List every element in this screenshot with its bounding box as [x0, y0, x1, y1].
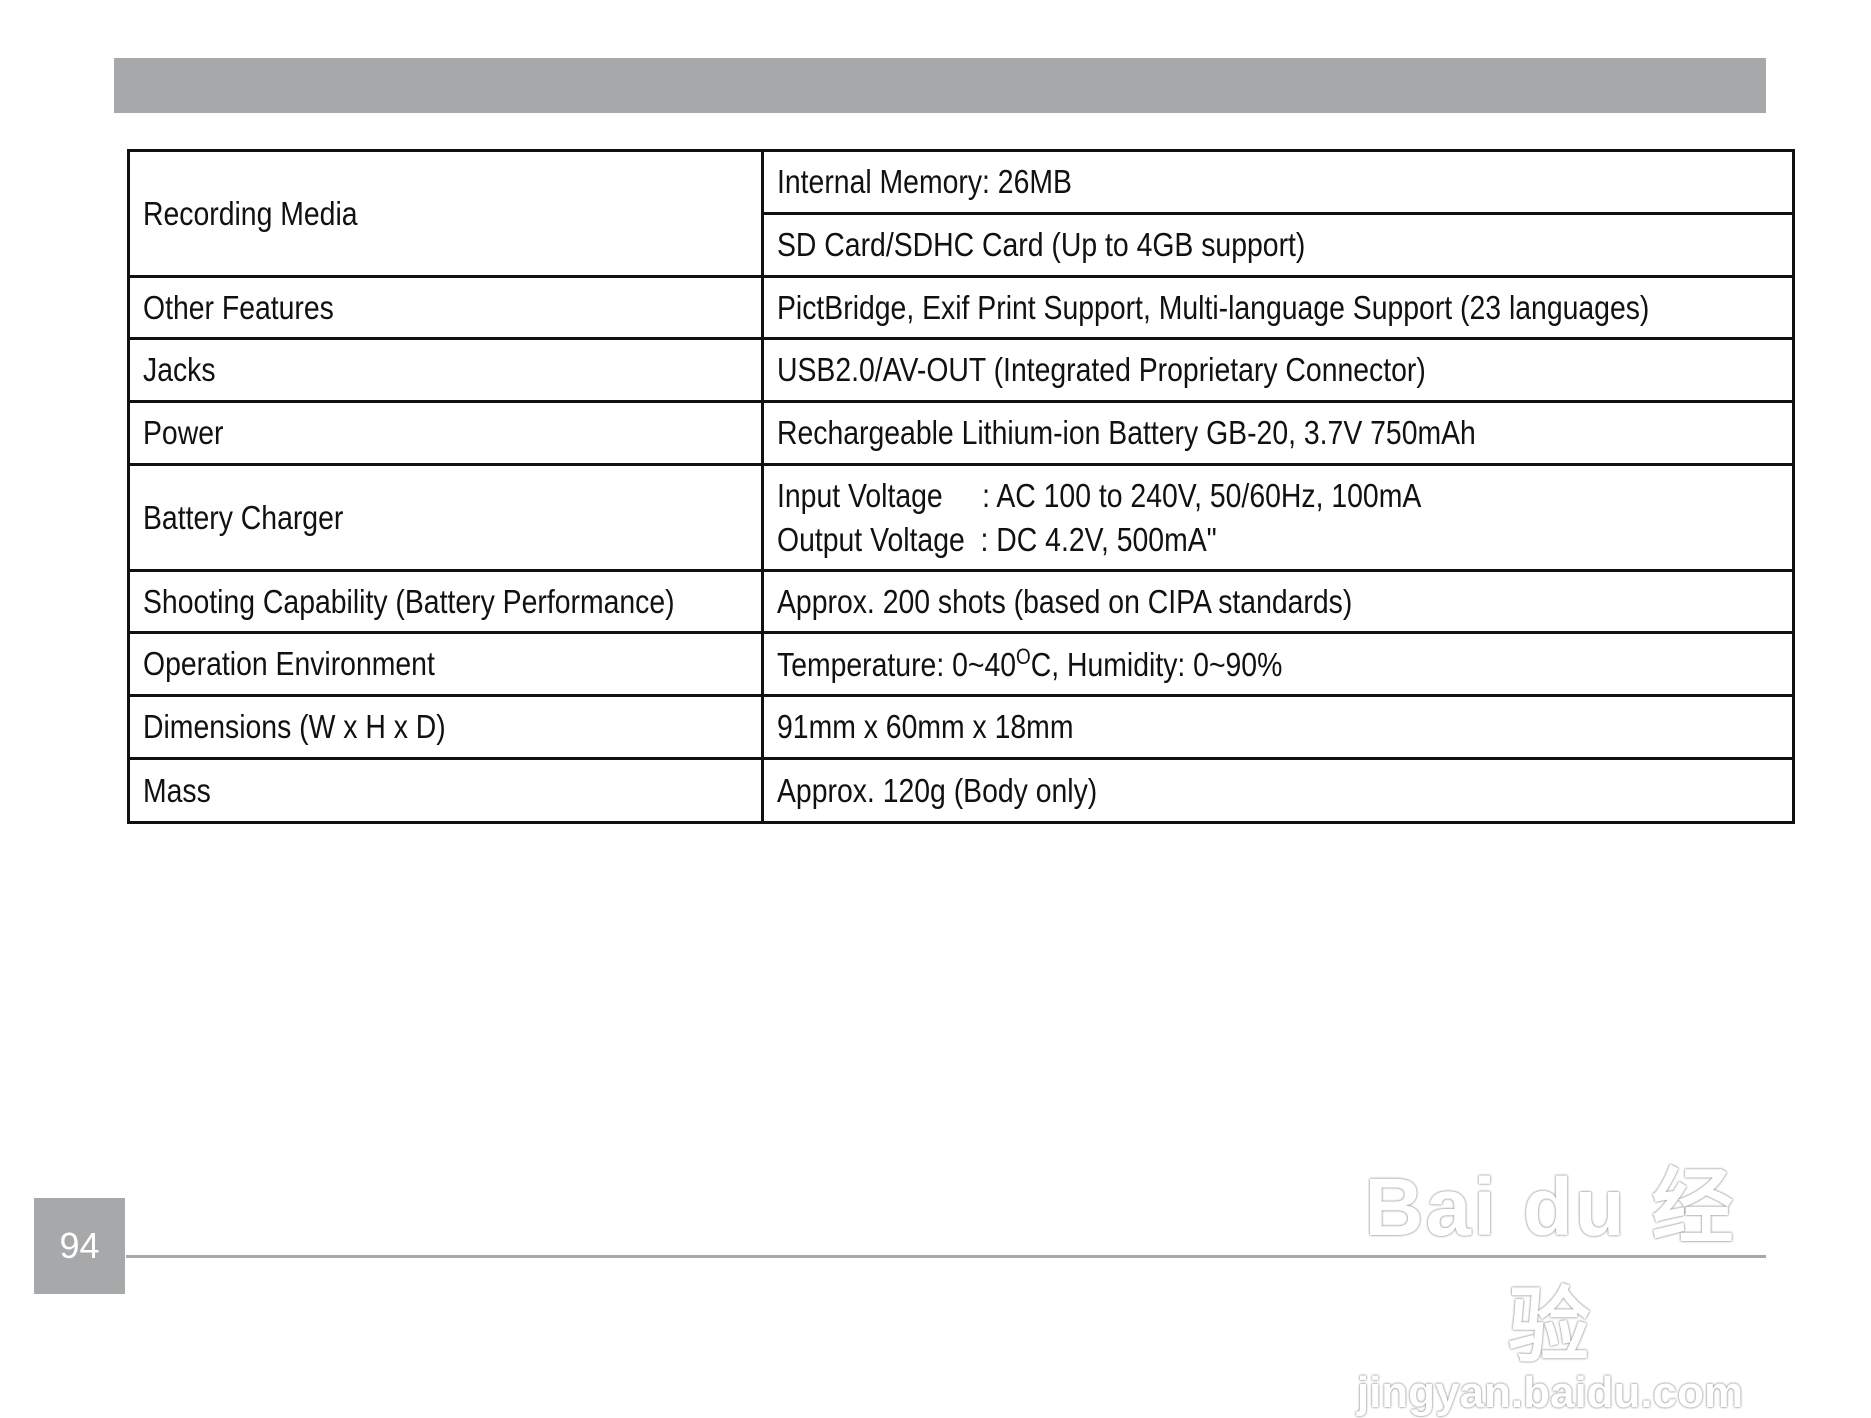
table-row: Other Features PictBridge, Exif Print Su… — [126, 275, 1795, 340]
footer-divider — [126, 1255, 1766, 1258]
spec-value: SD Card/SDHC Card (Up to 4GB support) — [777, 226, 1306, 263]
spec-label: Jacks — [143, 351, 216, 388]
degree-sign: O — [1016, 644, 1031, 669]
table-row: Dimensions (W x H x D) 91mm x 60mm x 18m… — [126, 694, 1795, 760]
spec-value: Input Voltage : AC 100 to 240V, 50/60Hz,… — [777, 476, 1422, 514]
spec-value: Rechargeable Lithium-ion Battery GB-20, … — [777, 414, 1476, 451]
spec-label: Mass — [143, 771, 211, 809]
table-row: Mass Approx. 120g (Body only) — [126, 757, 1795, 824]
spec-label: Other Features — [143, 288, 334, 326]
table-row: Battery Charger Input Voltage : AC 100 t… — [126, 463, 1795, 572]
header-bar — [114, 58, 1766, 113]
table-row: Jacks USB2.0/AV-OUT (Integrated Propriet… — [126, 337, 1795, 403]
table-row: Power Rechargeable Lithium-ion Battery G… — [126, 400, 1795, 466]
spec-value: Output Voltage : DC 4.2V, 500mA" — [777, 520, 1217, 558]
table-row: Shooting Capability (Battery Performance… — [126, 569, 1795, 634]
spec-value: Internal Memory: 26MB — [777, 163, 1073, 200]
spec-value: PictBridge, Exif Print Support, Multi-la… — [777, 288, 1650, 326]
baidu-watermark: Bai du 经验 jingyan.baidu.com — [1335, 1140, 1765, 1418]
spec-value: USB2.0/AV-OUT (Integrated Proprietary Co… — [777, 351, 1426, 388]
spec-value: Approx. 120g (Body only) — [777, 771, 1098, 809]
page-number: 94 — [34, 1198, 125, 1294]
watermark-url: jingyan.baidu.com — [1356, 1368, 1744, 1417]
spec-label: Power — [143, 414, 224, 451]
spec-value: Temperature: 0~40OC, Humidity: 0~90% — [777, 644, 1283, 683]
spec-label: Shooting Capability (Battery Performance… — [143, 582, 675, 620]
table-row: SD Card/SDHC Card (Up to 4GB support) — [129, 212, 1795, 278]
watermark-logo: Bai du 经验 — [1364, 1162, 1736, 1372]
spec-label: Operation Environment — [143, 645, 435, 682]
table-row: Recording Media Internal Memory: 26MB — [126, 149, 1795, 278]
table-row: Operation Environment Temperature: 0~40O… — [126, 631, 1795, 697]
spec-label: Recording Media — [143, 194, 358, 232]
spec-table: Recording Media Internal Memory: 26MB SD… — [126, 149, 1795, 824]
spec-value: Approx. 200 shots (based on CIPA standar… — [777, 582, 1353, 620]
spec-label: Dimensions (W x H x D) — [143, 708, 446, 745]
spec-value: 91mm x 60mm x 18mm — [777, 708, 1074, 745]
spec-label: Battery Charger — [143, 498, 344, 536]
